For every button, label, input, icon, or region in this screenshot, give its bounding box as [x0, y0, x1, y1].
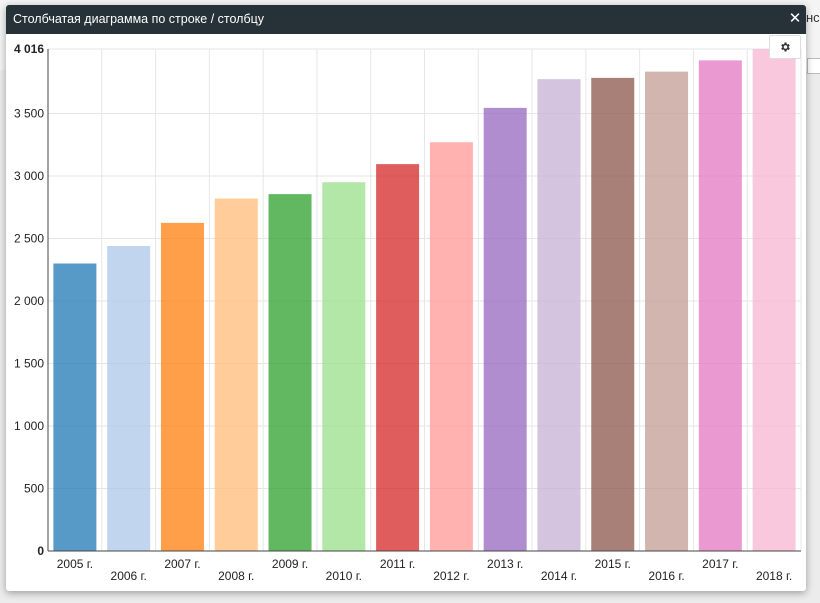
bar[interactable] [214, 198, 258, 552]
y-tick-label: 0 [37, 544, 44, 558]
bar[interactable] [107, 246, 151, 551]
y-tick-label: 2 000 [14, 294, 44, 308]
x-tick-label: 2008 г. [218, 569, 254, 583]
x-tick-label: 2011 г. [380, 557, 415, 571]
x-tick-label: 2010 г. [326, 569, 362, 583]
gear-icon [781, 42, 790, 52]
x-tick-label: 2009 г. [272, 557, 308, 571]
dialog-title: Столбчатая диаграмма по строке / столбцу [13, 12, 265, 26]
bar[interactable] [53, 263, 97, 552]
y-tick-label: 500 [24, 482, 44, 496]
chart-dialog: Столбчатая диаграмма по строке / столбцу… [6, 5, 806, 591]
x-tick-label: 2005 г. [57, 557, 93, 571]
x-tick-label: 2013 г. [487, 557, 523, 571]
y-tick-label: 2 500 [14, 232, 44, 246]
bar-chart: 0 500 1 000 1 500 2 000 2 500 3 000 3 500 4 016 2… [14, 42, 802, 583]
y-tick-label: 4 016 [14, 42, 44, 56]
bar[interactable] [591, 77, 635, 551]
bar[interactable] [537, 79, 581, 551]
background-text: нсі [806, 10, 820, 25]
bar[interactable] [645, 71, 689, 551]
chart-area: 0 500 1 000 1 500 2 000 2 500 3 000 3 500 4 016 2… [6, 34, 806, 591]
x-tick-label: 2014 г. [541, 569, 577, 583]
bar[interactable] [698, 60, 742, 551]
y-tick-label: 3 500 [14, 107, 44, 121]
bar[interactable] [752, 49, 796, 551]
x-tick-label: 2018 г. [756, 569, 792, 583]
settings-button[interactable] [769, 35, 801, 59]
bar[interactable] [160, 222, 204, 551]
bar[interactable] [483, 107, 527, 551]
y-tick-label: 1 000 [14, 419, 44, 433]
background-input[interactable] [807, 58, 820, 74]
bar[interactable] [322, 182, 366, 551]
x-tick-label: 2012 г. [433, 569, 469, 583]
x-tick-label: 2015 г. [595, 557, 631, 571]
y-tick-label: 1 500 [14, 357, 44, 371]
close-icon[interactable]: ✕ [788, 10, 802, 27]
x-tick-label: 2007 г. [164, 557, 200, 571]
bar[interactable] [268, 194, 312, 551]
x-tick-label: 2006 г. [111, 569, 147, 583]
x-tick-label: 2016 г. [648, 569, 684, 583]
y-tick-label: 3 000 [14, 169, 44, 183]
x-tick-label: 2017 г. [702, 557, 738, 571]
dialog-titlebar[interactable]: Столбчатая диаграмма по строке / столбцу… [6, 5, 806, 34]
bar[interactable] [376, 164, 420, 551]
bar[interactable] [429, 142, 473, 551]
